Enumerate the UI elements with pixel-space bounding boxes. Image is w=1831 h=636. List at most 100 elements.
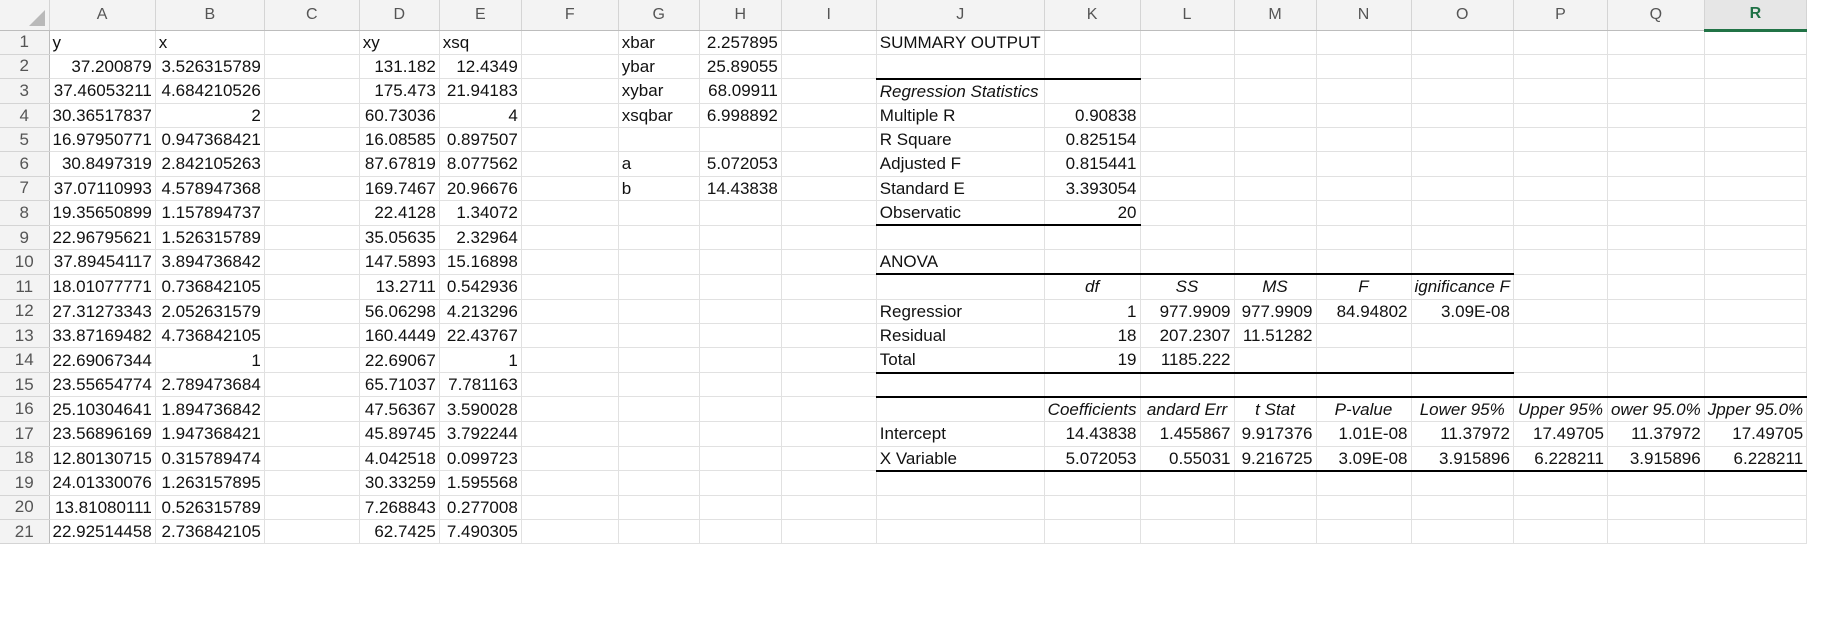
cell-l10[interactable] <box>1140 249 1235 275</box>
cell-c5[interactable] <box>264 127 360 153</box>
row-header-15[interactable]: 15 <box>0 372 50 398</box>
cell-h10[interactable] <box>699 249 782 275</box>
cell-k16[interactable]: Coefficients <box>1044 395 1141 423</box>
cell-d15[interactable]: 65.71037 <box>359 372 440 398</box>
cell-l8[interactable] <box>1140 200 1235 226</box>
cell-f5[interactable] <box>521 127 619 153</box>
cell-d21[interactable]: 62.7425 <box>359 519 440 545</box>
cell-b9[interactable]: 1.526315789 <box>155 225 265 251</box>
cell-j4[interactable]: Multiple R <box>876 103 1045 129</box>
cell-e6[interactable]: 8.077562 <box>439 151 522 177</box>
cell-i4[interactable] <box>781 103 877 129</box>
cell-c21[interactable] <box>264 519 360 545</box>
cell-i20[interactable] <box>781 495 877 520</box>
cell-k14[interactable]: 19 <box>1044 347 1141 374</box>
cell-d7[interactable]: 169.7467 <box>359 176 440 202</box>
cell-d11[interactable]: 13.2711 <box>359 274 440 300</box>
cell-m14[interactable] <box>1234 347 1317 374</box>
cell-r12[interactable] <box>1704 299 1808 325</box>
cell-h16[interactable] <box>699 396 782 423</box>
cell-d19[interactable]: 30.33259 <box>359 470 440 496</box>
cell-a15[interactable]: 23.55654774 <box>49 372 156 398</box>
cell-c20[interactable] <box>264 495 360 520</box>
cell-e11[interactable]: 0.542936 <box>439 274 522 300</box>
cell-p2[interactable] <box>1513 54 1608 80</box>
cell-d2[interactable]: 131.182 <box>359 54 440 80</box>
cell-q12[interactable] <box>1607 299 1705 325</box>
cell-p11[interactable] <box>1513 274 1608 300</box>
cell-d18[interactable]: 4.042518 <box>359 446 440 472</box>
cell-c7[interactable] <box>264 176 360 202</box>
cell-f4[interactable] <box>521 103 619 129</box>
cell-q7[interactable] <box>1607 176 1705 202</box>
cell-r13[interactable] <box>1704 323 1808 349</box>
cell-j16[interactable] <box>876 395 1045 423</box>
cell-j20[interactable] <box>876 495 1045 520</box>
cell-j15[interactable] <box>876 372 1045 398</box>
cell-h9[interactable] <box>699 225 782 251</box>
cell-p1[interactable] <box>1513 30 1608 55</box>
cell-i13[interactable] <box>781 323 877 349</box>
cell-h14[interactable] <box>699 347 782 374</box>
cell-m20[interactable] <box>1234 495 1317 520</box>
cell-n12[interactable]: 84.94802 <box>1316 299 1412 325</box>
cell-m8[interactable] <box>1234 200 1317 226</box>
cell-o20[interactable] <box>1411 495 1514 520</box>
cell-k20[interactable] <box>1044 495 1141 520</box>
cell-g7[interactable]: b <box>618 176 700 202</box>
cell-p10[interactable] <box>1513 249 1608 275</box>
cell-g1[interactable]: xbar <box>618 30 700 55</box>
cell-j12[interactable]: Regressior <box>876 299 1045 325</box>
column-header-o[interactable]: O <box>1411 0 1514 31</box>
cell-e9[interactable]: 2.32964 <box>439 225 522 251</box>
cell-d17[interactable]: 45.89745 <box>359 421 440 447</box>
column-header-a[interactable]: A <box>49 0 156 31</box>
cell-p19[interactable] <box>1513 470 1608 496</box>
cell-l19[interactable] <box>1140 470 1235 496</box>
cell-i11[interactable] <box>781 274 877 300</box>
cell-h3[interactable]: 68.09911 <box>699 78 782 104</box>
cell-l5[interactable] <box>1140 127 1235 153</box>
cell-p21[interactable] <box>1513 519 1608 545</box>
cell-k9[interactable] <box>1044 225 1141 251</box>
cell-j21[interactable] <box>876 519 1045 545</box>
cell-d20[interactable]: 7.268843 <box>359 495 440 520</box>
cell-g14[interactable] <box>618 347 700 374</box>
column-header-j[interactable]: J <box>876 0 1045 31</box>
cell-b1[interactable]: x <box>155 30 265 55</box>
cell-m10[interactable] <box>1234 249 1317 275</box>
cell-a3[interactable]: 37.46053211 <box>49 78 156 104</box>
cell-e19[interactable]: 1.595568 <box>439 470 522 496</box>
cell-l13[interactable]: 207.2307 <box>1140 323 1235 349</box>
cell-o21[interactable] <box>1411 519 1514 545</box>
cell-i5[interactable] <box>781 127 877 153</box>
cell-a2[interactable]: 37.200879 <box>49 54 156 80</box>
cell-h13[interactable] <box>699 323 782 349</box>
cell-a4[interactable]: 30.36517837 <box>49 103 156 129</box>
cell-r21[interactable] <box>1704 519 1808 545</box>
row-header-12[interactable]: 12 <box>0 299 50 325</box>
cell-m4[interactable] <box>1234 103 1317 129</box>
cell-d12[interactable]: 56.06298 <box>359 299 440 325</box>
cell-g9[interactable] <box>618 225 700 251</box>
cell-b15[interactable]: 2.789473684 <box>155 372 265 398</box>
cell-o5[interactable] <box>1411 127 1514 153</box>
cell-r15[interactable] <box>1704 372 1808 398</box>
row-header-4[interactable]: 4 <box>0 103 50 129</box>
cell-k2[interactable] <box>1044 54 1141 80</box>
cell-h5[interactable] <box>699 127 782 153</box>
cell-c6[interactable] <box>264 151 360 177</box>
cell-e7[interactable]: 20.96676 <box>439 176 522 202</box>
cell-r10[interactable] <box>1704 249 1808 275</box>
cell-p17[interactable]: 17.49705 <box>1513 421 1608 447</box>
cell-a5[interactable]: 16.97950771 <box>49 127 156 153</box>
cell-p20[interactable] <box>1513 495 1608 520</box>
cell-b11[interactable]: 0.736842105 <box>155 274 265 300</box>
cell-o19[interactable] <box>1411 470 1514 496</box>
cell-k12[interactable]: 1 <box>1044 299 1141 325</box>
cell-f16[interactable] <box>521 396 619 423</box>
column-header-d[interactable]: D <box>359 0 440 31</box>
cell-r17[interactable]: 17.49705 <box>1704 421 1808 447</box>
column-header-c[interactable]: C <box>264 0 360 31</box>
cell-m19[interactable] <box>1234 470 1317 496</box>
